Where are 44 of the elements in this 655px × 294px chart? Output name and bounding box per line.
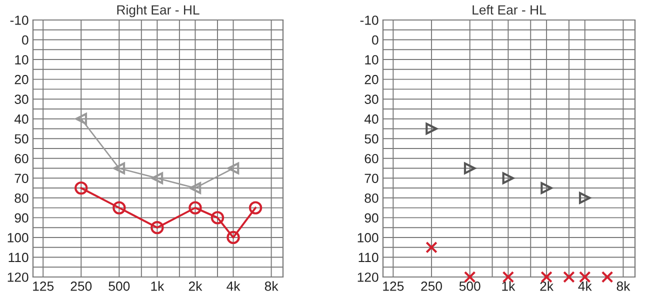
x-tick-label: 1k	[151, 281, 164, 291]
x-tick-label: 2k	[188, 281, 202, 291]
y-tick-label: 0	[372, 35, 378, 45]
x-tick-label: 250	[70, 282, 92, 291]
x-tick-label: 125	[33, 282, 54, 291]
x-tick-label: 8k	[616, 281, 630, 291]
y-tick-label: 120	[8, 272, 28, 282]
chart-title: Right Ear - HL	[117, 4, 200, 18]
x-tick-label: 4k	[226, 281, 240, 291]
y-tick-label: 100	[8, 233, 28, 242]
x-tick-label: 2k	[540, 281, 554, 291]
y-tick-label: 50	[14, 134, 28, 144]
x-tick-label: 125	[383, 282, 404, 291]
y-tick-label: 0	[22, 35, 28, 45]
x-tick-label: 500	[459, 282, 480, 291]
y-tick-label: 70	[364, 174, 378, 184]
x-tick-label: 250	[421, 282, 442, 291]
y-tick-label: -10	[10, 16, 28, 25]
y-tick-label: 30	[14, 94, 28, 104]
y-tick-label: 90	[364, 213, 378, 223]
y-tick-label: 80	[14, 193, 28, 203]
y-tick-label: 40	[14, 114, 28, 124]
y-tick-label: 60	[364, 154, 378, 164]
y-tick-label: 20	[14, 74, 28, 84]
y-tick-label: 30	[364, 94, 378, 104]
y-tick-label: 110	[8, 252, 28, 262]
y-tick-label: 70	[14, 174, 28, 184]
y-tick-label: -10	[360, 16, 378, 25]
y-tick-label: 120	[358, 272, 378, 282]
y-tick-label: 10	[15, 55, 28, 64]
y-tick-label: 80	[364, 193, 378, 203]
y-tick-label: 20	[364, 74, 378, 84]
y-tick-label: 50	[364, 134, 378, 144]
y-tick-label: 10	[365, 55, 378, 64]
x-tick-label: 8k	[264, 281, 278, 291]
y-tick-label: 40	[364, 114, 378, 124]
x-tick-label: 1k	[502, 281, 516, 291]
x-tick-label: 4k	[578, 281, 592, 291]
y-tick-label: 100	[358, 233, 378, 242]
x-tick-label: 500	[108, 282, 130, 291]
y-tick-label: 110	[358, 252, 378, 262]
y-tick-label: 60	[14, 154, 28, 164]
y-tick-label: 90	[14, 213, 28, 223]
chart-title: Left Ear - HL	[472, 4, 546, 15]
